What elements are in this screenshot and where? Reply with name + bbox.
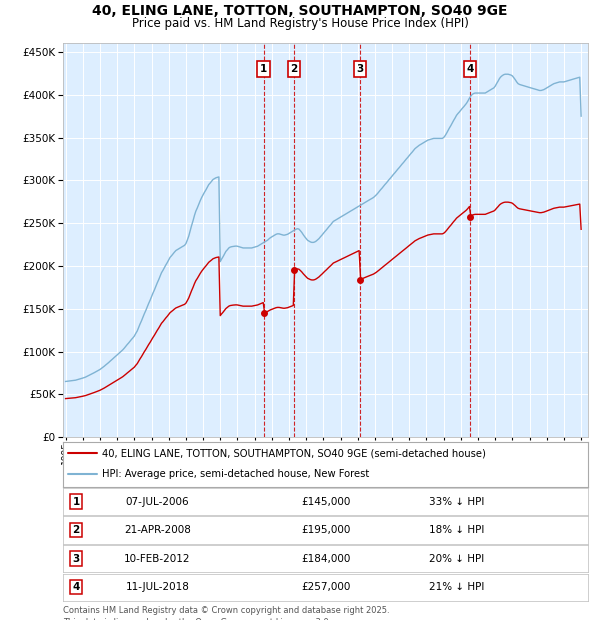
Text: 2: 2 <box>290 64 298 74</box>
Text: 40, ELING LANE, TOTTON, SOUTHAMPTON, SO40 9GE (semi-detached house): 40, ELING LANE, TOTTON, SOUTHAMPTON, SO4… <box>103 448 486 458</box>
Text: £257,000: £257,000 <box>301 582 350 592</box>
Text: 20% ↓ HPI: 20% ↓ HPI <box>429 554 484 564</box>
Text: HPI: Average price, semi-detached house, New Forest: HPI: Average price, semi-detached house,… <box>103 469 370 479</box>
Text: 18% ↓ HPI: 18% ↓ HPI <box>429 525 484 535</box>
Text: Contains HM Land Registry data © Crown copyright and database right 2025.: Contains HM Land Registry data © Crown c… <box>63 606 389 615</box>
Text: Price paid vs. HM Land Registry's House Price Index (HPI): Price paid vs. HM Land Registry's House … <box>131 17 469 30</box>
Text: 1: 1 <box>260 64 267 74</box>
Text: 07-JUL-2006: 07-JUL-2006 <box>125 497 190 507</box>
Text: 21-APR-2008: 21-APR-2008 <box>124 525 191 535</box>
Text: 33% ↓ HPI: 33% ↓ HPI <box>429 497 484 507</box>
Text: 40, ELING LANE, TOTTON, SOUTHAMPTON, SO40 9GE: 40, ELING LANE, TOTTON, SOUTHAMPTON, SO4… <box>92 4 508 18</box>
Text: 21% ↓ HPI: 21% ↓ HPI <box>429 582 484 592</box>
Text: 4: 4 <box>466 64 473 74</box>
Text: 4: 4 <box>73 582 80 592</box>
Text: £184,000: £184,000 <box>301 554 350 564</box>
Text: 11-JUL-2018: 11-JUL-2018 <box>125 582 190 592</box>
Text: £195,000: £195,000 <box>301 525 350 535</box>
Text: £145,000: £145,000 <box>301 497 350 507</box>
Text: 2: 2 <box>73 525 80 535</box>
Text: 3: 3 <box>356 64 364 74</box>
Text: 10-FEB-2012: 10-FEB-2012 <box>124 554 191 564</box>
Text: This data is licensed under the Open Government Licence v3.0.: This data is licensed under the Open Gov… <box>63 618 331 620</box>
Text: 1: 1 <box>73 497 80 507</box>
Text: 3: 3 <box>73 554 80 564</box>
